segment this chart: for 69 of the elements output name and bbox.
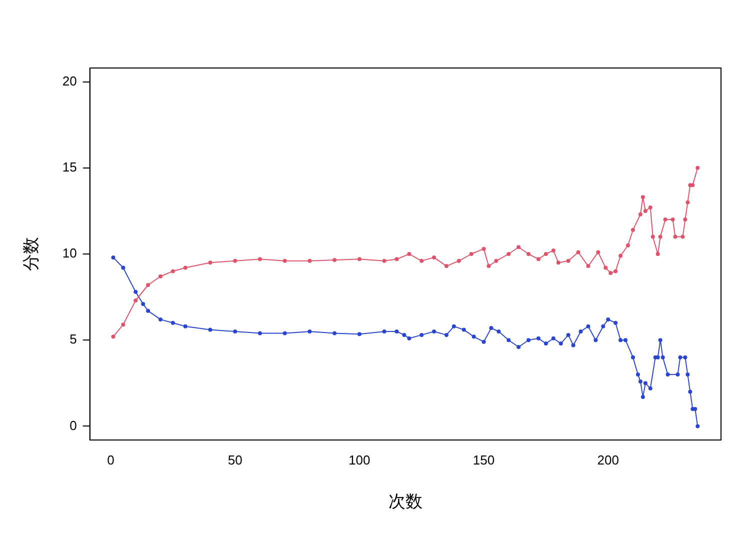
y-tick-label: 10 [62,246,77,261]
point [670,218,675,222]
point [566,258,570,263]
point [604,266,608,270]
y-tick-label: 5 [70,332,77,347]
point [556,260,560,265]
x-axis-title: 次数 [388,492,422,512]
point [656,252,660,256]
point [111,334,116,339]
point [494,258,498,263]
x-tick-label: 200 [597,452,619,468]
point [650,234,655,239]
point [673,234,678,239]
point [506,252,511,256]
point [486,264,491,268]
point [640,195,645,200]
x-tick-label: 150 [472,452,495,468]
point [630,228,635,232]
point [551,248,556,253]
point [233,258,238,263]
point [357,257,362,262]
point [146,283,150,287]
point [626,243,630,248]
point [170,269,175,274]
point [643,208,648,213]
x-tick-label: 0 [107,452,114,468]
x-tick-label: 50 [228,452,242,468]
y-tick-label: 0 [70,418,77,433]
point [658,234,662,239]
point [121,322,126,327]
point [444,264,448,268]
point [332,258,337,262]
point [586,264,590,268]
point [516,245,521,250]
point [208,260,212,265]
point [134,298,138,302]
point [469,252,474,256]
point [680,234,685,239]
point [648,206,652,210]
x-tick-label: 100 [348,452,370,468]
point [407,252,412,256]
point [618,254,623,258]
point [382,258,386,263]
point [394,257,399,262]
point [686,200,690,204]
point [482,246,486,251]
point [258,257,262,262]
point [663,218,668,222]
point [696,166,700,170]
point [536,257,540,262]
y-tick-label: 15 [62,159,77,174]
point [690,183,695,188]
point [308,258,312,263]
point [432,255,436,260]
point [526,252,531,256]
y-axis-title: 分数 [22,237,42,271]
point [420,258,424,263]
point [638,212,642,216]
point [614,269,618,274]
point [683,218,688,222]
point [596,250,600,254]
point [282,258,287,263]
point [544,252,548,256]
y-tick-label: 20 [62,73,77,88]
point [456,258,461,263]
point [576,250,580,254]
point [183,266,188,270]
point [608,270,613,275]
point [158,274,162,278]
